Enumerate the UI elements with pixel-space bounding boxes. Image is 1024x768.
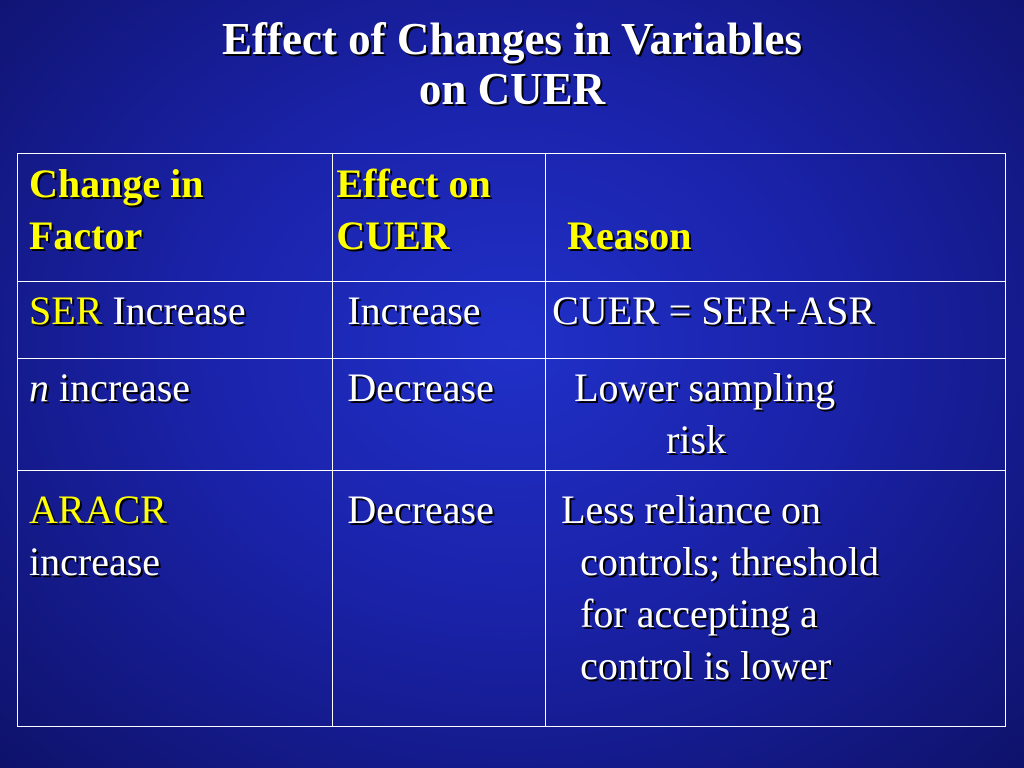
- row1-reason-cell: CUER = SER+ASR: [545, 281, 1006, 359]
- header-effect-line1: Effect on: [336, 161, 491, 206]
- row3-reason-line1: Less reliance on: [561, 487, 821, 532]
- row2-effect: Decrease: [347, 365, 494, 410]
- header-effect-cell: Effect on CUER: [332, 153, 547, 282]
- row3-effect: Decrease: [347, 487, 494, 532]
- row2-reason-cell: Lower sampling risk: [545, 358, 1006, 471]
- row1-factor-cell: SER Increase: [16, 281, 334, 359]
- row3-factor-highlight: ARACR: [29, 487, 167, 532]
- header-factor-line1: Change in: [29, 161, 204, 206]
- header-reason-cell: Reason: [545, 153, 1006, 282]
- row2-effect-cell: Decrease: [332, 358, 547, 471]
- header-effect-line2: CUER: [336, 213, 450, 258]
- slide-title-line2: on CUER: [418, 64, 606, 114]
- row3-factor-rest: increase: [29, 539, 161, 584]
- table-row: ARACR increase Decrease Less reliance on…: [16, 470, 1006, 727]
- row2-reason-line2: risk: [666, 417, 727, 462]
- header-factor-cell: Change in Factor: [16, 153, 334, 282]
- row3-factor-cell: ARACR increase: [16, 470, 334, 727]
- row1-effect: Increase: [347, 288, 481, 333]
- slide-title-line1: Effect of Changes in Variables: [221, 14, 802, 64]
- row3-reason-cell: Less reliance on controls; threshold for…: [545, 470, 1006, 727]
- row2-factor-highlight: n: [29, 365, 49, 410]
- header-reason: Reason: [567, 213, 692, 258]
- row2-factor-cell: n increase: [16, 358, 334, 471]
- row2-factor-rest: increase: [49, 365, 191, 410]
- factor-effect-table: Change in Factor Effect on CUER Reason S…: [16, 153, 1006, 727]
- slide-title: Effect of Changes in Variables on CUER: [0, 14, 1024, 114]
- row3-reason-line4: control is lower: [580, 643, 832, 688]
- row1-factor-rest: Increase: [102, 288, 246, 333]
- row3-reason-line2: controls; threshold: [580, 539, 879, 584]
- table-row: SER Increase Increase CUER = SER+ASR: [16, 281, 1006, 359]
- table-row: n increase Decrease Lower sampling risk: [16, 358, 1006, 471]
- row1-effect-cell: Increase: [332, 281, 547, 359]
- row2-reason-line1: Lower sampling: [574, 365, 836, 410]
- row1-factor-highlight: SER: [29, 288, 103, 333]
- row1-reason: CUER = SER+ASR: [552, 288, 876, 333]
- row3-effect-cell: Decrease: [332, 470, 547, 727]
- table-header-row: Change in Factor Effect on CUER Reason: [16, 153, 1006, 282]
- header-factor-line2: Factor: [29, 213, 143, 258]
- row3-reason-line3: for accepting a: [580, 591, 818, 636]
